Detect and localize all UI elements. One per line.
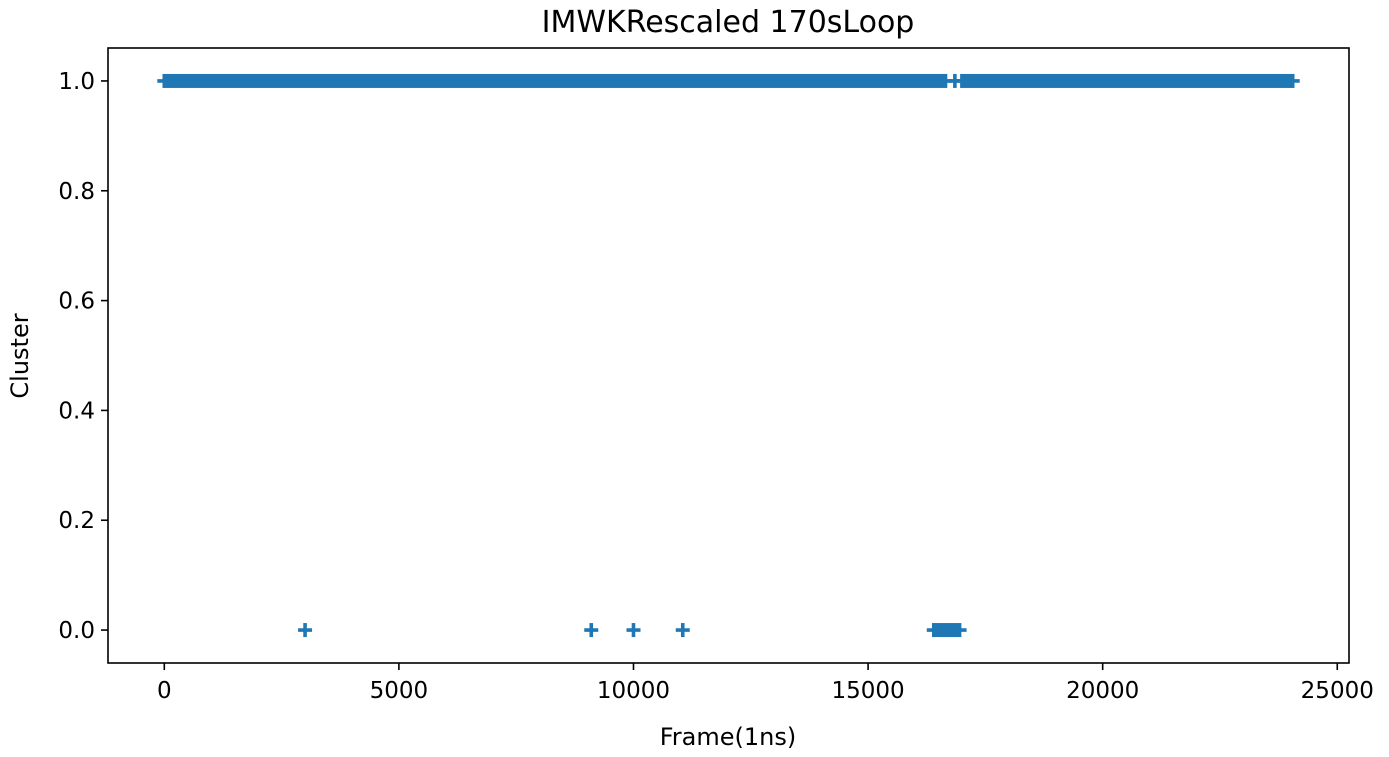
- y-axis-label: Cluster: [6, 313, 34, 398]
- x-tick-label: 5000: [370, 678, 429, 704]
- data-point: [626, 623, 641, 638]
- y-tick-label: 0.8: [58, 179, 95, 205]
- data-point: [675, 623, 690, 638]
- x-tick-label: 25000: [1301, 678, 1374, 704]
- x-tick-label: 15000: [831, 678, 904, 704]
- y-tick-label: 0.4: [58, 398, 95, 424]
- y-tick-label: 0.0: [58, 618, 95, 644]
- y-tick-label: 0.2: [58, 508, 95, 534]
- run-band: [162, 73, 948, 88]
- y-tick-label: 0.6: [58, 289, 95, 315]
- chart-title: IMWKRescaled 170sLoop: [542, 5, 915, 40]
- marker-run: [954, 73, 1300, 88]
- x-tick-label: 0: [157, 678, 172, 704]
- data-point: [584, 623, 599, 638]
- y-axis-ticks: 0.0 0.2 0.4 0.6 0.8 1.0: [58, 69, 108, 644]
- x-tick-label: 10000: [597, 678, 670, 704]
- y-tick-label: 1.0: [58, 69, 95, 95]
- marker-run: [157, 73, 953, 88]
- x-tick-label: 20000: [1066, 678, 1139, 704]
- marker-run: [926, 623, 967, 638]
- data-point: [298, 623, 313, 638]
- run-band: [931, 623, 962, 638]
- x-axis-ticks: 0 5000 10000 15000 20000 25000: [157, 663, 1374, 704]
- plot-frame: [107, 47, 1350, 664]
- run-band: [960, 73, 1295, 88]
- data-marks: [157, 73, 1300, 638]
- x-axis-label: Frame(1ns): [660, 723, 797, 751]
